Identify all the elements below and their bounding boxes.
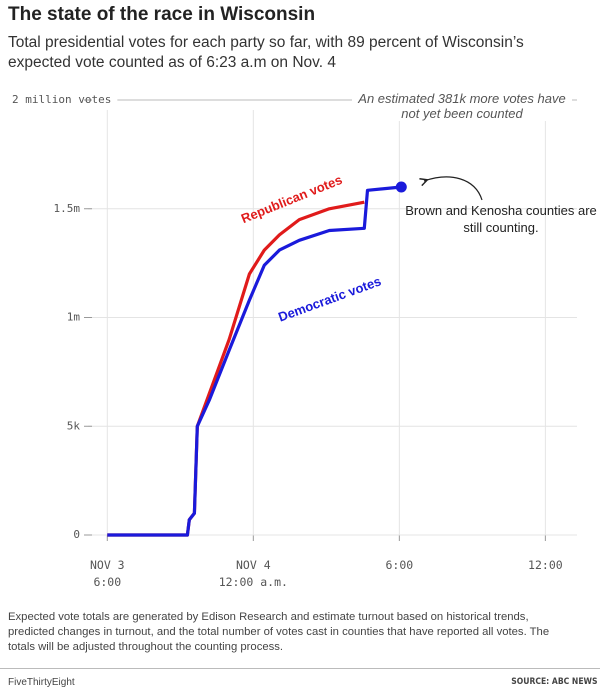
x-tick-label: NOV 4 12:00 a.m.: [218, 558, 288, 589]
y-tick-label: 0: [73, 528, 80, 541]
series-line: [107, 185, 402, 537]
chart-title: The state of the race in Wisconsin: [8, 4, 316, 25]
annotation: Brown and Kenosha counties are still cou…: [405, 203, 597, 235]
chart: 0 5k 1m 1.5m 2 million votes Democratic votes…: [12, 93, 577, 541]
y-tick-label: 1.5m: [54, 202, 81, 215]
x-tick-label: 12:00: [528, 558, 563, 572]
footer: FiveThirtyEight: [8, 677, 75, 688]
y-tick-label: 2 million votes: [12, 93, 111, 106]
grid: [84, 99, 577, 541]
divider: [0, 668, 600, 669]
source: SOURCE: ABC NEWS: [511, 677, 598, 687]
series-label: Republican votes: [239, 172, 344, 226]
annotation: An estimated 381k more votes have not ye…: [352, 91, 572, 121]
y-tick-label: 5k: [67, 419, 81, 432]
chart-subtitle: Total presidential votes for each party …: [8, 34, 524, 71]
series-label: Democratic votes: [276, 273, 383, 324]
x-tick-label: NOV 3 6:00: [89, 558, 125, 589]
x-tick-label: 6:00: [385, 558, 414, 572]
annotation-arrow: [424, 176, 483, 201]
latest-point: [395, 181, 407, 193]
series-line: [107, 200, 365, 537]
y-tick-label: 1m: [67, 311, 81, 324]
note: Expected vote totals are generated by Ed…: [8, 611, 550, 653]
